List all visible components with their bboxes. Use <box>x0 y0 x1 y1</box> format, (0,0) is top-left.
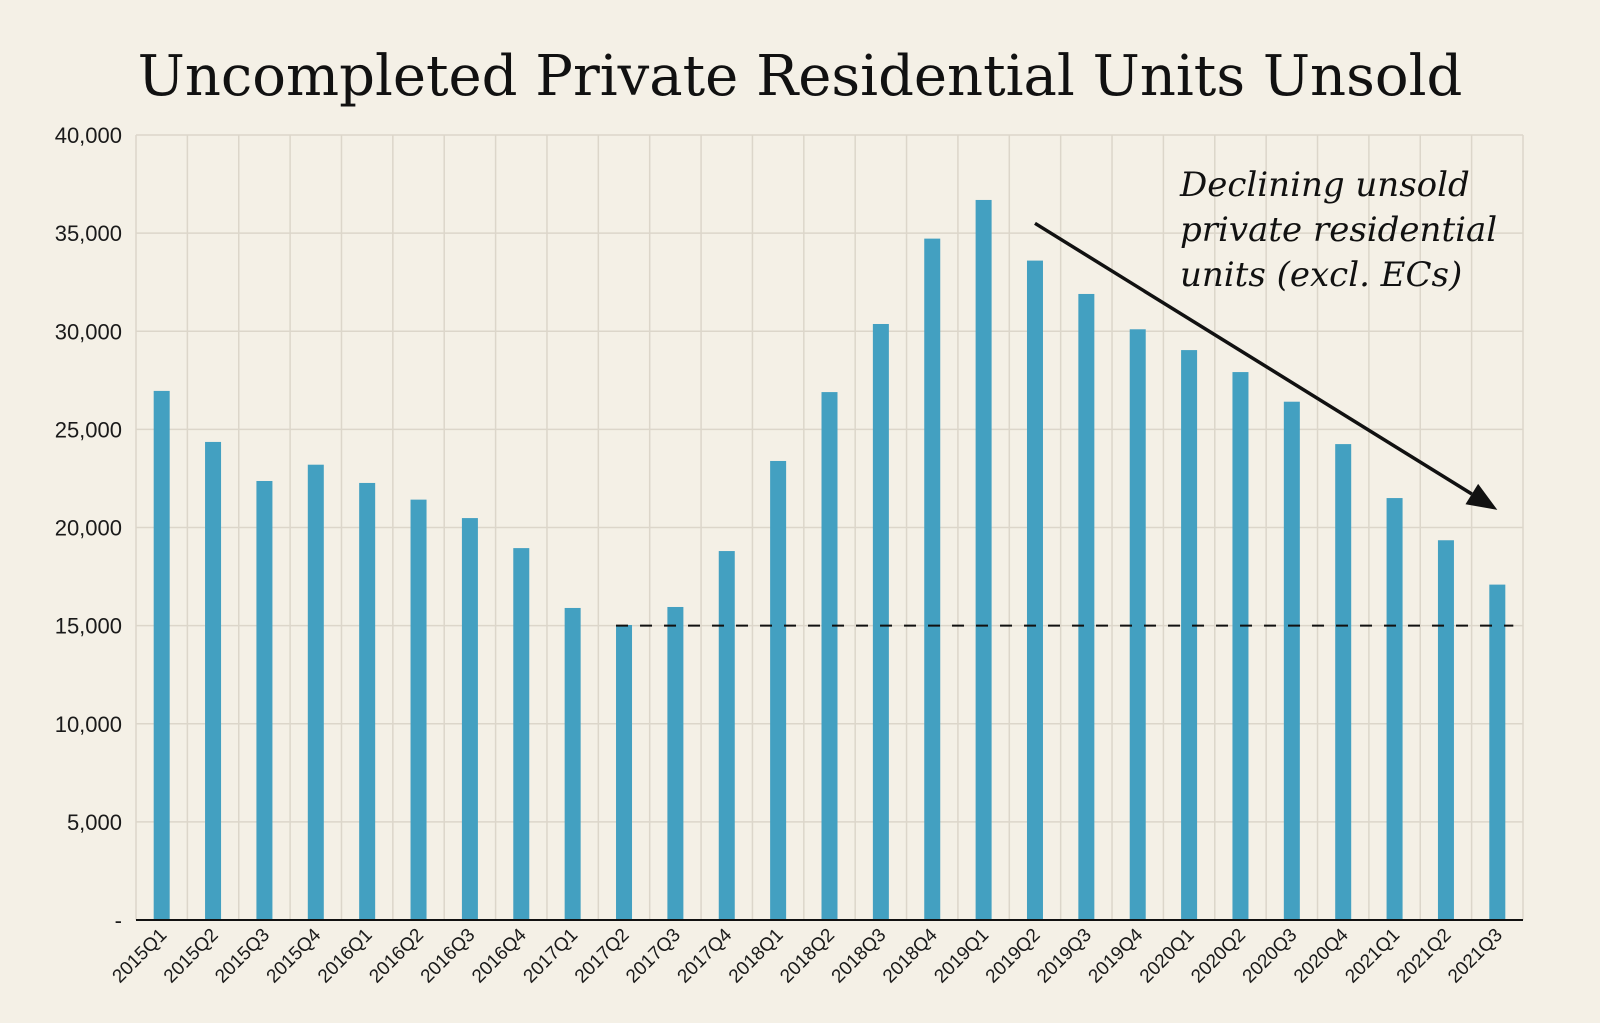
bar-2018Q1 <box>770 460 787 920</box>
annotation-text-line: private residential <box>1180 210 1497 250</box>
x-tick-label: 2018Q4 <box>879 924 942 987</box>
bar-2015Q3 <box>256 480 273 920</box>
bar-2019Q2 <box>1026 260 1043 921</box>
x-tick-label: 2017Q1 <box>520 925 583 988</box>
x-tick-label: 2016Q4 <box>468 924 531 987</box>
bar-2017Q3 <box>667 606 684 920</box>
x-tick-label: 2021Q3 <box>1444 925 1507 988</box>
x-tick-label: 2016Q3 <box>417 925 480 988</box>
grid <box>135 134 1524 920</box>
arrow-shaft <box>1034 221 1473 496</box>
y-tick-label: 30,000 <box>55 319 122 344</box>
bar-2021Q3 <box>1489 584 1506 920</box>
x-tick-label: 2015Q1 <box>109 925 172 988</box>
x-tick-label: 2019Q2 <box>982 925 1045 988</box>
bar-2017Q1 <box>564 607 581 920</box>
x-tick-labels: 2015Q12015Q22015Q32015Q42016Q12016Q22016… <box>109 924 1507 987</box>
bar-2018Q3 <box>872 323 889 920</box>
chart-title: Uncompleted Private Residential Units Un… <box>138 44 1463 109</box>
bar-2016Q3 <box>461 518 478 920</box>
y-tick-labels: - 5,000 10,000 15,000 20,000 25,000 30,000 35,0… <box>55 123 122 933</box>
x-tick-label: 2015Q2 <box>160 925 223 988</box>
bar-2020Q1 <box>1181 350 1198 921</box>
bar-2021Q2 <box>1437 540 1454 920</box>
bar-2018Q2 <box>821 392 838 920</box>
y-tick-label: 5,000 <box>67 810 122 835</box>
bar-2020Q3 <box>1283 401 1300 920</box>
x-tick-label: 2015Q3 <box>211 925 274 988</box>
bar-2015Q2 <box>205 441 222 920</box>
x-tick-label: 2018Q1 <box>725 925 788 988</box>
x-tick-label: 2019Q3 <box>1033 925 1096 988</box>
annotation: Declining unsold private residential units… <box>1034 165 1498 510</box>
x-tick-label: 2020Q3 <box>1239 925 1302 988</box>
y-tick-label: 35,000 <box>55 221 122 246</box>
x-tick-label: 2020Q1 <box>1136 925 1199 988</box>
x-tick-label: 2017Q3 <box>622 925 685 988</box>
bar-2015Q4 <box>307 464 324 920</box>
bar-2021Q1 <box>1386 498 1403 920</box>
bar-2018Q4 <box>924 238 941 920</box>
bar-2015Q1 <box>153 390 170 920</box>
bar-2016Q1 <box>359 482 376 920</box>
bar-2017Q2 <box>616 625 633 920</box>
bar-2020Q2 <box>1232 372 1249 920</box>
annotation-text-line: units (excl. ECs) <box>1180 255 1462 295</box>
y-tick-label: 40,000 <box>55 123 122 148</box>
annotation-text-line: Declining unsold <box>1179 165 1470 205</box>
x-tick-label: 2019Q1 <box>930 925 993 988</box>
y-tick-label: - <box>115 908 122 933</box>
x-tick-label: 2015Q4 <box>263 924 326 987</box>
y-tick-label: 10,000 <box>55 712 122 737</box>
x-tick-label: 2021Q2 <box>1393 925 1456 988</box>
x-tick-label: 2017Q2 <box>571 925 634 988</box>
x-tick-label: 2017Q4 <box>674 924 737 987</box>
x-tick-label: 2016Q2 <box>365 925 428 988</box>
bar-2019Q1 <box>975 199 992 921</box>
x-tick-label: 2016Q1 <box>314 925 377 988</box>
x-tick-label: 2021Q1 <box>1341 925 1404 988</box>
y-tick-label: 25,000 <box>55 417 122 442</box>
bar-2019Q3 <box>1078 293 1095 920</box>
bar-2019Q4 <box>1129 329 1146 921</box>
bar-2016Q4 <box>513 548 530 920</box>
bar-2020Q4 <box>1335 444 1352 920</box>
bar-2017Q4 <box>718 551 735 920</box>
bars <box>153 199 1506 921</box>
x-tick-label: 2018Q3 <box>828 925 891 988</box>
x-tick-label: 2019Q4 <box>1085 924 1148 987</box>
bar-2016Q2 <box>410 499 427 920</box>
y-tick-label: 20,000 <box>55 516 122 541</box>
x-tick-label: 2020Q2 <box>1187 925 1250 988</box>
x-tick-label: 2018Q2 <box>776 925 839 988</box>
y-tick-label: 15,000 <box>55 614 122 639</box>
x-tick-label: 2020Q4 <box>1290 924 1353 987</box>
arrow-head-icon <box>1465 483 1498 510</box>
